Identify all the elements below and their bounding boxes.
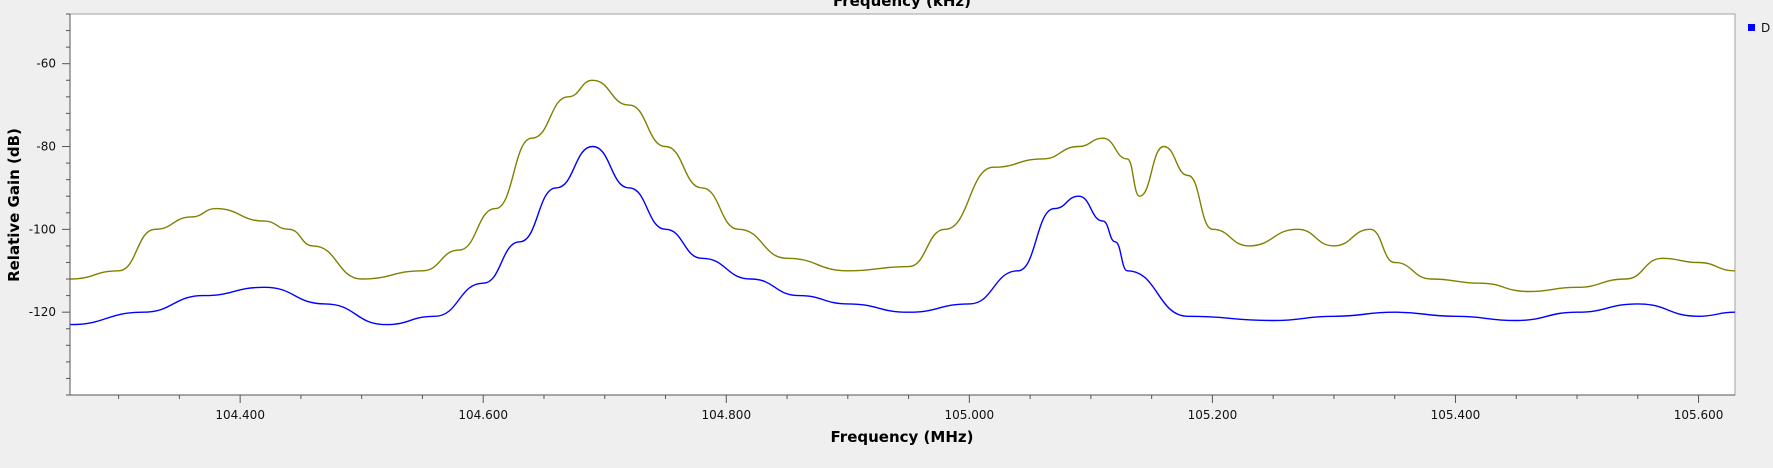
x-tick-label: 105.400: [1431, 408, 1481, 422]
y-tick-label: -80: [36, 140, 56, 154]
x-tick-label: 105.600: [1674, 408, 1724, 422]
y-axis-title: Relative Gain (dB): [5, 128, 23, 282]
x-tick-label: 104.800: [701, 408, 751, 422]
series-line-1: [69, 145, 1736, 326]
x-axis-title: Frequency (MHz): [831, 428, 974, 446]
series-line-0: [69, 79, 1736, 293]
top-axis-title: Frequency (kHz): [833, 0, 971, 10]
legend-swatch-d: [1748, 24, 1755, 31]
x-tick-label: 104.600: [458, 408, 508, 422]
ticks-layer: 104.400 104.600 104.800 105.000 105.200 105.4…: [29, 13, 1724, 422]
y-tick-label: -100: [29, 222, 56, 236]
y-tick-label: -120: [29, 305, 56, 319]
axes-layer: [69, 14, 1735, 396]
legend[interactable]: D: [1748, 21, 1770, 35]
x-tick-label: 105.000: [945, 408, 995, 422]
y-tick-label: -60: [36, 57, 56, 71]
series-layer: [69, 79, 1736, 326]
x-tick-label: 104.400: [215, 408, 265, 422]
plot-canvas[interactable]: [69, 13, 1736, 396]
x-tick-label: 105.200: [1188, 408, 1238, 422]
legend-label-d: D: [1761, 21, 1770, 35]
